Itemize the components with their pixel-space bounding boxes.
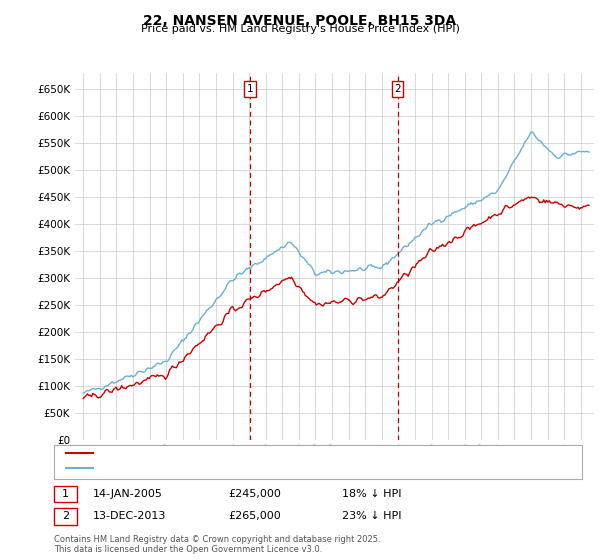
Text: 22, NANSEN AVENUE, POOLE, BH15 3DA: 22, NANSEN AVENUE, POOLE, BH15 3DA — [143, 14, 457, 28]
Text: 22, NANSEN AVENUE, POOLE, BH15 3DA (detached house): 22, NANSEN AVENUE, POOLE, BH15 3DA (deta… — [97, 448, 389, 458]
Text: 2: 2 — [394, 84, 401, 94]
Text: Contains HM Land Registry data © Crown copyright and database right 2025.
This d: Contains HM Land Registry data © Crown c… — [54, 535, 380, 554]
Text: 23% ↓ HPI: 23% ↓ HPI — [342, 511, 401, 521]
Text: 14-JAN-2005: 14-JAN-2005 — [93, 489, 163, 499]
Text: 2: 2 — [62, 511, 69, 521]
Text: 1: 1 — [62, 489, 69, 499]
Text: £265,000: £265,000 — [228, 511, 281, 521]
Text: 1: 1 — [247, 84, 253, 94]
Text: £245,000: £245,000 — [228, 489, 281, 499]
Text: 13-DEC-2013: 13-DEC-2013 — [93, 511, 166, 521]
Text: Price paid vs. HM Land Registry's House Price Index (HPI): Price paid vs. HM Land Registry's House … — [140, 24, 460, 34]
Text: HPI: Average price, detached house, Bournemouth Christchurch and Poole: HPI: Average price, detached house, Bour… — [97, 463, 468, 473]
Text: 18% ↓ HPI: 18% ↓ HPI — [342, 489, 401, 499]
